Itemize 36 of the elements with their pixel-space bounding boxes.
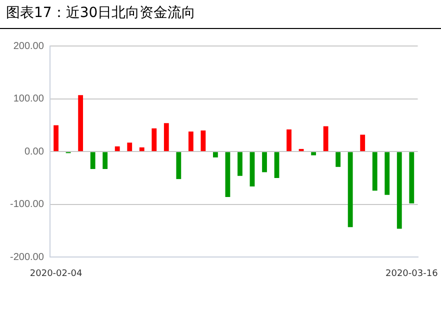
bar [238, 152, 242, 176]
bar [152, 128, 157, 152]
bar [396, 152, 402, 229]
bar [139, 147, 144, 152]
bar [114, 146, 120, 152]
bar [213, 152, 218, 158]
y-tick-label: 0.00 [24, 146, 44, 158]
bar [286, 129, 292, 152]
chart-title: 图表17：近30日北向资金流向 [6, 4, 196, 22]
x-tick-label: 2020-02-04 [30, 268, 82, 279]
bar [311, 152, 316, 156]
bar [127, 142, 132, 152]
bar [372, 152, 378, 191]
y-tick-label: -100.00 [10, 199, 44, 210]
bar [102, 152, 108, 170]
bar [250, 152, 255, 186]
y-tick-label: -200.00 [10, 252, 44, 263]
y-tick-label: 100.00 [13, 94, 44, 105]
bar [360, 134, 366, 152]
bar [348, 152, 353, 228]
y-tick-label: 200.00 [13, 40, 44, 52]
bar [200, 130, 206, 152]
bar [164, 123, 169, 152]
bar [384, 152, 390, 195]
bar [336, 152, 341, 167]
x-tick-label: 2020-03-16 [385, 268, 438, 279]
bar [188, 132, 194, 152]
bar [323, 126, 328, 152]
bar [225, 152, 230, 198]
bar [176, 152, 182, 180]
bar [262, 152, 267, 172]
bar [90, 152, 96, 170]
bar [274, 152, 280, 178]
bar [78, 95, 84, 152]
bar [54, 125, 58, 152]
bar [409, 152, 414, 204]
